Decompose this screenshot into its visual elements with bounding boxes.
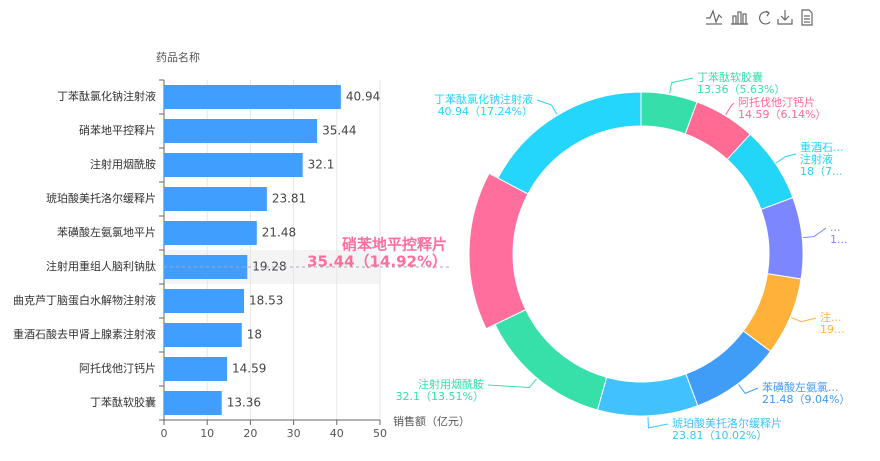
- label-leader: [738, 384, 759, 394]
- bar: [164, 153, 303, 177]
- pie-label-name: ...: [830, 221, 841, 234]
- bar-value-label: 32.1: [308, 158, 335, 172]
- pie-value-label: 18（7...: [800, 165, 843, 178]
- pie-value-label: 19...: [820, 323, 845, 336]
- x-tick-label: 30: [287, 427, 301, 440]
- y-tick-label: 曲克芦丁脑蛋白水解物注射液: [13, 293, 156, 307]
- bar-value-label: 23.81: [272, 192, 306, 206]
- x-tick-label: 0: [161, 427, 168, 440]
- pie-value-label: 13.36（5.63%）: [697, 83, 785, 96]
- pie-label-name: 丁苯酞氯化钠注射液: [434, 92, 533, 106]
- pie-value-label: 32.1（13.51%）: [396, 390, 484, 403]
- pie-label-name: 重酒石...: [800, 140, 844, 154]
- y-tick-label: 苯磺酸左氨氯地平片: [57, 225, 156, 239]
- label-leader: [536, 99, 558, 115]
- y-tick-label: 注射用重组人脑利钠肽: [46, 259, 156, 273]
- bar: [164, 119, 318, 143]
- y-tick-label: 注射用烟酰胺: [90, 157, 156, 171]
- pie-value-label: 21.48（9.04%）: [762, 393, 850, 406]
- y-tick-label: 丁苯酞氯化钠注射液: [57, 89, 156, 103]
- pie-slice: [468, 172, 529, 330]
- label-leader: [790, 316, 817, 323]
- pie-label-name: 琥珀酸美托洛尔缓释片: [672, 416, 782, 430]
- y-tick-label: 阿托伐他汀钙片: [79, 361, 156, 375]
- label-leader: [725, 102, 735, 115]
- pie-label-name: 硝苯地平控释片: [342, 236, 447, 254]
- y-tick-label: 琥珀酸美托洛尔缓释片: [46, 191, 156, 205]
- pie-label-name: 注...: [820, 310, 842, 324]
- pie-slice: [494, 308, 608, 411]
- pie-label-name: 丁苯酞软胶囊: [697, 70, 763, 84]
- label-leader: [669, 77, 694, 94]
- bar: [164, 85, 341, 109]
- x-tick-label: 50: [373, 427, 387, 440]
- bar: [164, 391, 222, 415]
- x-tick-label: 10: [200, 427, 214, 440]
- x-tick-label: 20: [243, 427, 257, 440]
- pie-value-label: 23.81（10.02%）: [672, 429, 767, 442]
- bar-value-label: 35.44: [322, 124, 356, 138]
- y-axis-title: 药品名称: [156, 50, 200, 64]
- bar: [164, 289, 245, 313]
- save-image-button[interactable]: [777, 10, 793, 25]
- bar-value-label: 18: [247, 328, 262, 342]
- pie-value-label: 1...: [830, 233, 848, 246]
- bar-value-label: 19.28: [252, 260, 286, 274]
- restore-button[interactable]: [759, 10, 771, 25]
- bar-value-label: 13.36: [227, 396, 261, 410]
- pie-value-label: 35.44（14.92%）: [307, 253, 447, 271]
- bar-value-label: 14.59: [232, 362, 266, 376]
- bar: [164, 357, 228, 381]
- toolbox: [706, 9, 813, 26]
- label-leader: [487, 378, 537, 388]
- pie-label-name: 注射用烟酰胺: [418, 377, 484, 391]
- pie-label-name: 苯磺酸左氨氯...: [762, 380, 839, 394]
- data-view-button[interactable]: [801, 9, 813, 26]
- x-tick-label: 40: [330, 427, 344, 440]
- line-view-button[interactable]: [706, 9, 723, 25]
- pie-label-name: 注射液: [800, 152, 833, 166]
- bar-value-label: 21.48: [262, 226, 296, 240]
- bar-value-label: 40.94: [346, 90, 380, 104]
- label-leader: [775, 153, 797, 164]
- pie-value-label: 40.94（17.24%）: [438, 105, 533, 118]
- pie-slice: [685, 330, 772, 407]
- bar-value-label: 18.53: [249, 294, 283, 308]
- bar-view-button[interactable]: [731, 11, 748, 25]
- label-leader: [803, 227, 827, 239]
- bar: [164, 221, 257, 245]
- bar: [164, 187, 267, 211]
- x-axis-title: 销售额（亿元）: [393, 414, 470, 428]
- pie-label-name: 阿托伐他汀钙片: [738, 95, 815, 109]
- label-leader: [647, 416, 669, 429]
- pie-value-label: 14.59（6.14%）: [738, 108, 826, 121]
- y-tick-label: 丁苯酞软胶囊: [90, 395, 156, 409]
- y-tick-label: 重酒石酸去甲肾上腺素注射液: [13, 327, 156, 341]
- pie-slice: [497, 91, 642, 195]
- bar: [164, 323, 242, 347]
- y-tick-label: 硝苯地平控释片: [79, 123, 156, 137]
- pie-slice: [760, 196, 804, 280]
- pie-slice: [596, 373, 699, 417]
